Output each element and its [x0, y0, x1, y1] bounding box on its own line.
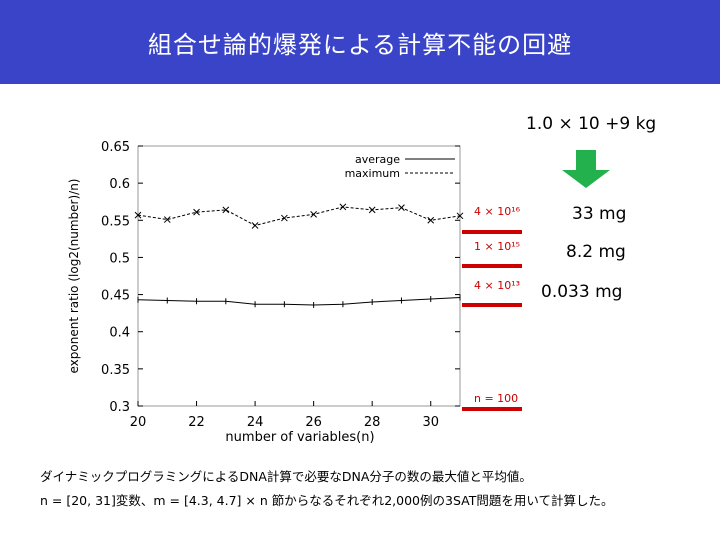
point-maximum	[456, 212, 464, 220]
x-tick-label: 28	[364, 415, 381, 430]
x-tick-label: 24	[247, 415, 264, 430]
count-label-3: 4 × 10¹³	[474, 279, 521, 292]
point-maximum	[193, 208, 200, 216]
point-maximum	[310, 210, 317, 218]
y-tick-label: 0.5	[109, 251, 130, 266]
x-tick-label: 22	[188, 415, 205, 430]
legend: average maximum	[345, 153, 455, 180]
title-bar: 組合せ論的爆発による計算不能の回避	[0, 0, 720, 84]
point-maximum	[281, 214, 288, 222]
point-maximum	[134, 211, 142, 219]
count-label-4: n = 100	[474, 392, 519, 405]
legend-label-maximum: maximum	[345, 167, 400, 180]
down-arrow-icon	[562, 150, 610, 188]
y-tick-group: 0.3 0.35 0.4 0.45 0.5 0.55 0.6 0.65	[101, 140, 460, 415]
mass-header: 1.0 × 10 +9 kg	[526, 114, 657, 134]
count-label-1: 4 × 10¹⁶	[474, 205, 521, 218]
point-maximum	[368, 206, 376, 214]
point-maximum	[398, 204, 405, 212]
x-tick-label: 26	[305, 415, 322, 430]
point-maximum	[222, 206, 230, 214]
slide-title: 組合せ論的爆発による計算不能の回避	[147, 30, 573, 59]
y-tick-label: 0.65	[101, 140, 130, 155]
series-line-average	[137, 297, 461, 306]
point-maximum	[163, 216, 171, 223]
mass-value-2: 8.2 mg	[566, 242, 626, 262]
mass-value-3: 0.033 mg	[541, 282, 623, 302]
y-axis-label: exponent ratio (log2(number)/n)	[67, 179, 81, 374]
y-tick-label: 0.4	[109, 326, 130, 341]
y-tick-label: 0.45	[101, 289, 130, 304]
x-tick-label: 20	[130, 415, 147, 430]
x-axis-label: number of variables(n)	[225, 430, 374, 445]
y-tick-label: 0.6	[109, 177, 130, 192]
legend-label-average: average	[355, 153, 400, 166]
plot-frame	[137, 145, 461, 407]
x-tick-label: 30	[422, 415, 439, 430]
y-tick-label: 0.55	[101, 214, 130, 229]
point-maximum	[251, 222, 259, 229]
series-group	[134, 203, 464, 308]
y-tick-label: 0.3	[109, 400, 130, 415]
mass-value-1: 33 mg	[572, 204, 627, 224]
x-tick-group: 20 22 24 26 28 30	[130, 401, 439, 430]
caption-line-1: ダイナミックプログラミングによるDNA計算で必要なDNA分子の数の最大値と平均値…	[40, 469, 532, 484]
point-maximum	[339, 203, 347, 211]
count-label-2: 1 × 10¹⁵	[474, 240, 521, 253]
y-tick-label: 0.35	[101, 363, 130, 378]
caption-line-2: n = [20, 31]変数、m = [4.3, 4.7] × n 節からなるそ…	[40, 493, 614, 508]
series-line-maximum	[137, 206, 461, 227]
point-maximum	[427, 216, 435, 224]
